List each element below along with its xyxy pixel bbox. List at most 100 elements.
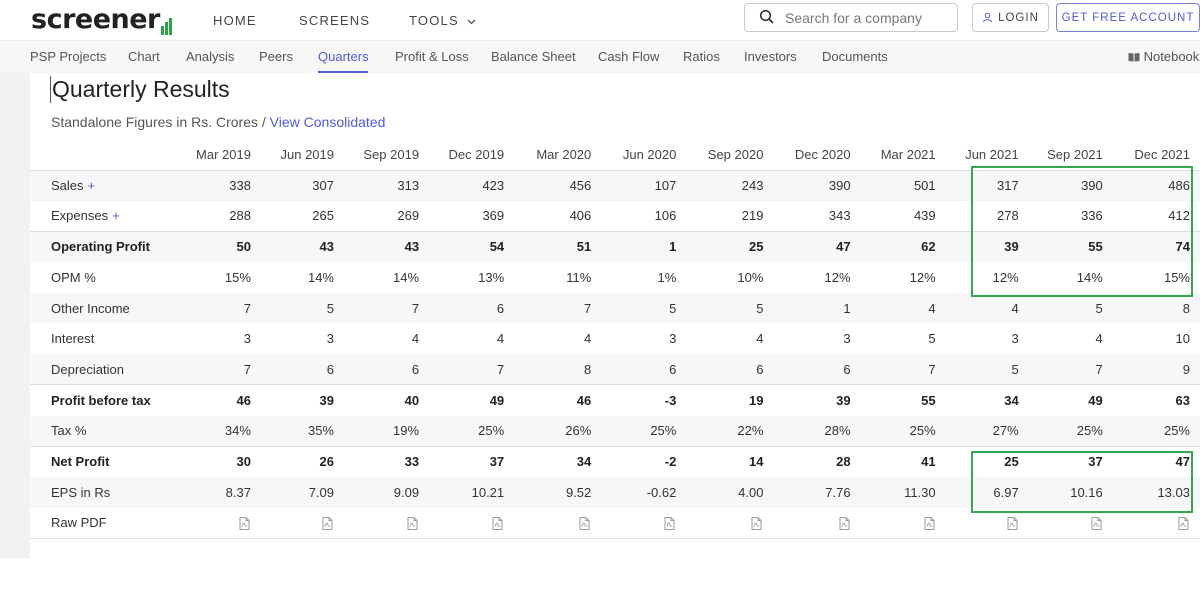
pdf-file-icon (239, 517, 250, 531)
table-cell: 5 (260, 292, 344, 324)
login-button[interactable]: LOGIN (972, 3, 1049, 32)
page-bottom (0, 558, 1200, 606)
row-label: Interest (30, 323, 177, 354)
row-label: Other Income (30, 292, 177, 324)
table-header-corner (30, 140, 177, 170)
subnav-peers[interactable]: Peers (259, 49, 293, 64)
table-cell: 390 (773, 169, 861, 201)
expand-plus-button[interactable]: + (112, 208, 120, 224)
nav-tools[interactable]: TOOLS (409, 13, 476, 28)
table-cell: 55 (860, 384, 946, 416)
raw-pdf-link[interactable] (601, 507, 687, 539)
table-cell: 50 (176, 230, 261, 263)
page-title: Quarterly Results (50, 76, 230, 103)
raw-pdf-link[interactable] (773, 507, 861, 539)
view-consolidated-link[interactable]: View Consolidated (269, 114, 386, 130)
raw-pdf-link[interactable] (1112, 507, 1200, 539)
table-cell: 412 (1168, 208, 1190, 224)
table-row: Expenses +288 265 269 369 406 106 219 343 439 278 3… (30, 201, 1200, 232)
subnav-quarters[interactable]: Quarters (318, 49, 369, 64)
table-cell: 7 (429, 354, 515, 385)
notebook-button[interactable]: Notebook (1128, 49, 1199, 64)
table-cell: 243 (686, 169, 774, 201)
table-cell: 12% (992, 269, 1019, 285)
raw-pdf-link[interactable] (945, 507, 1029, 539)
nav-screens[interactable]: SCREENS (299, 13, 371, 28)
row-label-text: Tax % (51, 423, 87, 439)
table-cell: 8 (1112, 292, 1200, 324)
row-label: Net Profit (30, 445, 177, 477)
table-cell: 456 (514, 169, 602, 201)
column-header: Sep 2019 (363, 147, 420, 163)
row-label-text: OPM % (51, 269, 96, 285)
table-cell: 26% (514, 415, 602, 447)
column-header: Sep 2021 (1047, 147, 1103, 163)
nav-home[interactable]: HOME (213, 13, 257, 28)
table-cell: 7 (1028, 354, 1113, 385)
pdf-file-icon (407, 517, 418, 531)
table-cell: 13% (478, 269, 505, 285)
row-label[interactable]: Sales + (30, 169, 177, 201)
table-cell: 4 (496, 331, 505, 347)
table-cell: 40 (344, 384, 430, 416)
table-header-row: Mar 2019 Jun 2019 Sep 2019 Dec 2019 Mar 2020… (30, 140, 1200, 170)
table-cell: 501 (860, 169, 946, 201)
raw-pdf-link[interactable] (514, 507, 602, 539)
column-header: Dec 2019 (448, 147, 505, 163)
table-cell: 4 (584, 331, 592, 347)
table-cell: 7 (344, 292, 430, 324)
table-cell: 25% (429, 415, 515, 447)
table-cell: 28% (773, 415, 861, 447)
table-cell: 33 (344, 445, 430, 477)
row-label-text: EPS in Rs (51, 484, 111, 500)
search-input[interactable] (785, 9, 950, 27)
subnav-balance-sheet[interactable]: Balance Sheet (491, 49, 576, 64)
table-cell: -2 (601, 445, 687, 477)
table-cell: 30 (176, 445, 261, 477)
raw-pdf-link[interactable] (260, 507, 344, 539)
raw-pdf-link[interactable] (1028, 507, 1113, 539)
table-cell: 47 (773, 230, 861, 263)
expand-plus-button[interactable]: + (87, 178, 96, 194)
raw-pdf-link[interactable] (429, 507, 515, 539)
row-label-text: Net Profit (51, 454, 110, 470)
raw-pdf-link[interactable] (686, 507, 774, 539)
table-cell: -0.62 (601, 476, 687, 508)
table-cell: 406 (569, 208, 592, 224)
subnav-investors[interactable]: Investors (744, 49, 797, 64)
company-subnav: PSP Projects Chart Analysis Peers Quarte… (0, 40, 1200, 73)
subnav-documents[interactable]: Documents (822, 49, 888, 64)
table-cell: 6 (429, 292, 515, 324)
table-cell: 219 (741, 208, 764, 224)
table-cell: 25% (1028, 415, 1113, 447)
table-cell: 10.16 (1028, 476, 1113, 508)
table-cell: 25% (601, 415, 687, 447)
table-cell: 39 (773, 384, 861, 416)
table-cell: 25% (860, 415, 946, 447)
table-cell: 5 (601, 292, 687, 324)
table-cell: 39 (260, 384, 344, 416)
subnav-analysis[interactable]: Analysis (186, 49, 235, 64)
subnav-ratios[interactable]: Ratios (683, 49, 720, 64)
get-free-account-button[interactable]: GET FREE ACCOUNT (1056, 3, 1200, 32)
table-cell: 19 (686, 384, 774, 416)
raw-pdf-link[interactable] (860, 507, 946, 539)
table-cell: 28 (773, 445, 861, 477)
table-cell: 7.76 (773, 476, 861, 508)
table-cell: 5 (1028, 292, 1113, 324)
pdf-file-icon (924, 517, 935, 531)
subnav-chart[interactable]: Chart (128, 49, 160, 64)
subnav-profit-loss[interactable]: Profit & Loss (395, 49, 469, 64)
raw-pdf-link[interactable] (176, 507, 261, 539)
row-label-text: Other Income (51, 300, 130, 316)
row-label: OPM % (30, 262, 177, 293)
raw-pdf-row: Raw PDF (30, 507, 1200, 539)
subnav-cash-flow[interactable]: Cash Flow (598, 49, 660, 64)
search-box[interactable] (744, 3, 958, 32)
row-label[interactable]: Expenses + (30, 201, 177, 232)
logo[interactable]: screener (31, 4, 173, 35)
table-row: Tax % 34% 35% 19% 25% 26% 25% 22% 28% 25% 27% 25% 25… (30, 415, 1200, 447)
raw-pdf-link[interactable] (344, 507, 430, 539)
table-row: Depreciation 7 6 6 7 8 6 6 6 7 5 7 9 (30, 354, 1200, 385)
subnav-psp-projects[interactable]: PSP Projects (30, 49, 107, 64)
